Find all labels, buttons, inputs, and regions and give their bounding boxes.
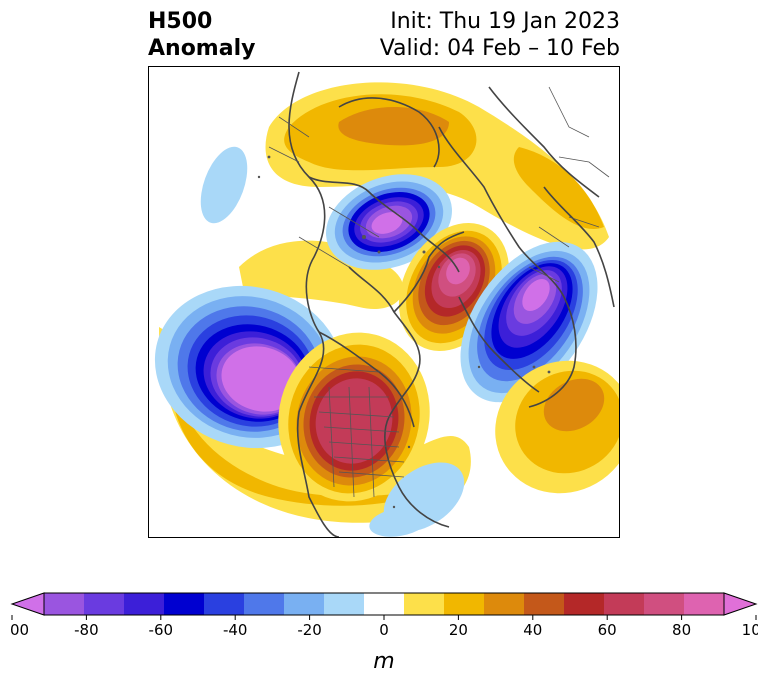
title-init-date: Init: Thu 19 Jan 2023 — [390, 9, 620, 34]
colorbar-swatch — [404, 593, 445, 615]
colorbar-tick-label: 40 — [523, 621, 542, 639]
colorbar-tick-label: 0 — [379, 621, 389, 639]
coastlines — [288, 71, 615, 537]
colorbar-swatch — [324, 593, 365, 615]
colorbar-swatch — [364, 593, 405, 615]
map-title-left: H500 Anomaly — [148, 8, 255, 62]
colorbar-tick-label: -20 — [297, 621, 322, 639]
map-title-right: Init: Thu 19 Jan 2023 Valid: 04 Feb – 10… — [380, 8, 620, 62]
colorbar-tick-label: 80 — [672, 621, 691, 639]
political-borders — [268, 86, 610, 498]
colorbar-swatch — [244, 593, 285, 615]
colorbar-swatch — [484, 593, 525, 615]
anomaly-ridge-north — [265, 82, 609, 250]
colorbar-tick-label: 20 — [449, 621, 468, 639]
colorbar-swatch — [164, 593, 205, 615]
colorbar-tick-label: -80 — [74, 621, 99, 639]
colorbar-swatch — [524, 593, 565, 615]
title-variable: H500 — [148, 9, 213, 34]
title-field: Anomaly — [148, 36, 256, 61]
colorbar-swatch — [644, 593, 685, 615]
anomaly-trough-small-west — [200, 146, 248, 224]
anomaly-trough-hudson — [326, 174, 452, 270]
anomaly-map — [148, 66, 620, 538]
colorbar-tick-label: 60 — [598, 621, 617, 639]
anomaly-map-svg — [154, 71, 619, 537]
colorbar-swatch — [564, 593, 605, 615]
anomaly-ridge-atlantic — [495, 360, 619, 494]
colorbar-swatch — [44, 593, 85, 615]
colorbar-swatch — [604, 593, 645, 615]
colorbar-swatch — [204, 593, 245, 615]
colorbar-svg: -100 -80 -60 -40 -20 0 20 40 60 80 100 m — [0, 592, 768, 674]
colorbar-swatch — [684, 593, 725, 615]
colorbar-swatch — [124, 593, 165, 615]
title-valid-range: Valid: 04 Feb – 10 Feb — [379, 36, 620, 61]
colorbar-swatch — [444, 593, 485, 615]
colorbar-tick-label: 100 — [742, 621, 758, 639]
colorbar-extend-high — [723, 592, 758, 616]
colorbar-tick-label: -100 — [10, 621, 29, 639]
colorbar-unit-label: m — [373, 649, 394, 674]
colorbar-extend-low — [10, 592, 45, 616]
anomaly-trough-subtropical — [369, 462, 465, 537]
colorbar-tick-label: -60 — [149, 621, 174, 639]
colorbar-swatch — [84, 593, 125, 615]
colorbar: -100 -80 -60 -40 -20 0 20 40 60 80 100 m — [0, 590, 768, 680]
islands — [257, 155, 551, 509]
colorbar-tick-label: -40 — [223, 621, 248, 639]
colorbar-swatch — [284, 593, 325, 615]
